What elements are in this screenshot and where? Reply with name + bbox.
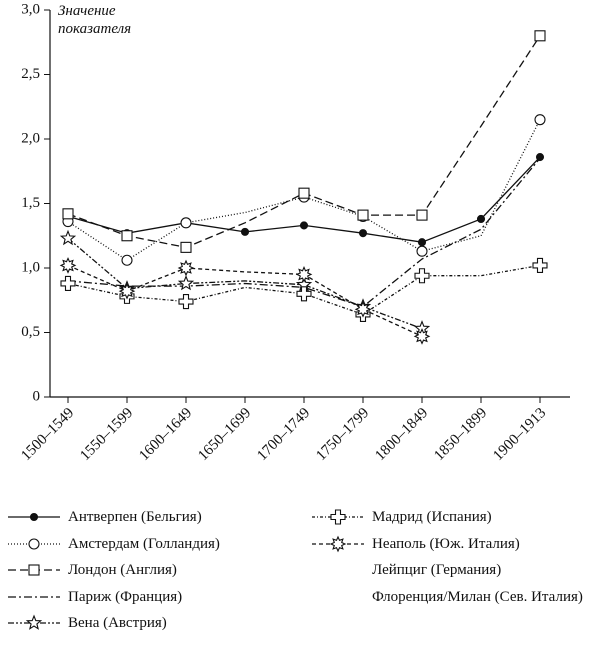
point xyxy=(330,509,346,525)
series-line xyxy=(67,264,423,337)
legend-item: Мадрид (Испания) xyxy=(310,508,492,526)
legend-swatch xyxy=(312,509,364,525)
point xyxy=(354,300,372,318)
legend-label: Флоренция/Милан (Сев. Италия) xyxy=(372,589,583,605)
y-tick-label: 0 xyxy=(33,388,41,404)
point xyxy=(416,209,428,221)
legend-label: Мадрид (Испания) xyxy=(372,509,492,525)
x-tick-label: 1700–1749 xyxy=(254,405,313,464)
point xyxy=(180,217,192,229)
point xyxy=(358,229,368,238)
point xyxy=(298,187,310,199)
legend-label: Лейпциг (Германия) xyxy=(372,562,502,578)
legend-swatch xyxy=(8,596,60,598)
point xyxy=(28,538,40,550)
x-tick-label: 1900–1913 xyxy=(490,405,549,464)
y-tick-label: 3,0 xyxy=(21,1,40,17)
legend-swatch xyxy=(8,512,60,522)
point xyxy=(535,153,545,162)
x-tick-label: 1750–1799 xyxy=(313,405,372,464)
point xyxy=(534,114,546,126)
legend-label: Париж (Франция) xyxy=(68,589,183,605)
point xyxy=(62,208,74,220)
legend-label: Вена (Австрия) xyxy=(68,615,167,631)
legend-label: Лондон (Англия) xyxy=(68,562,177,578)
legend-swatch xyxy=(8,614,60,630)
series-line xyxy=(67,35,541,249)
legend-swatch xyxy=(8,564,60,576)
point xyxy=(28,564,40,576)
legend-item: Париж (Франция) xyxy=(6,588,182,606)
legend-label: Неаполь (Юж. Италия) xyxy=(372,536,520,552)
y-tick-label: 2,0 xyxy=(21,130,40,146)
point xyxy=(532,257,548,273)
legend-swatch xyxy=(8,538,60,550)
point xyxy=(240,227,250,236)
legend-item: Флоренция/Милан (Сев. Италия) xyxy=(372,588,587,606)
point xyxy=(299,221,309,230)
point xyxy=(476,214,486,224)
x-tick-label: 1550–1599 xyxy=(77,405,136,464)
point xyxy=(357,209,369,221)
point xyxy=(118,282,136,300)
point xyxy=(59,229,77,246)
y-tick-label: 2,5 xyxy=(21,66,40,82)
y-tick-label: 1,5 xyxy=(21,195,40,211)
point xyxy=(178,293,194,310)
point xyxy=(180,241,192,253)
x-tick-label: 1800–1849 xyxy=(372,405,431,464)
legend-item: Лейпциг (Германия) xyxy=(372,561,587,579)
x-tick-label: 1650–1699 xyxy=(195,405,254,464)
legend-item: Амстердам (Голландия) xyxy=(6,535,220,553)
point xyxy=(296,286,312,302)
y-tick-label: 0,5 xyxy=(21,324,40,340)
series-line xyxy=(67,264,541,316)
legend-item: Лондон (Англия) xyxy=(6,561,177,579)
legend-item: Неаполь (Юж. Италия) xyxy=(310,535,520,553)
point xyxy=(295,266,313,283)
point xyxy=(417,238,427,247)
point xyxy=(416,245,428,257)
point xyxy=(534,30,546,42)
point xyxy=(177,274,195,291)
point xyxy=(60,275,76,292)
point xyxy=(25,614,43,630)
point xyxy=(29,512,39,522)
point xyxy=(413,328,431,345)
x-tick-label: 1500–1549 xyxy=(18,405,77,464)
legend-item: Вена (Австрия) xyxy=(6,614,167,632)
point xyxy=(59,257,77,274)
point xyxy=(121,230,133,242)
legend-label: Антверпен (Бельгия) xyxy=(68,509,202,525)
chart: 0 0,5 1,0 1,5 2,0 2,5 3,0 1500–1549 1550–1599 160… xyxy=(18,1,570,464)
point xyxy=(414,268,430,284)
legend-label: Амстердам (Голландия) xyxy=(68,536,220,552)
x-tick-label: 1850–1899 xyxy=(431,405,490,464)
legend-item: Антверпен (Бельгия) xyxy=(6,508,202,526)
y-tick-label: 1,0 xyxy=(21,259,40,275)
point xyxy=(177,259,195,277)
point xyxy=(121,254,133,266)
legend-swatch xyxy=(312,535,364,553)
point xyxy=(329,535,347,553)
x-tick-label: 1600–1649 xyxy=(136,405,195,464)
y-axis-label: Значение показателя xyxy=(58,2,168,38)
